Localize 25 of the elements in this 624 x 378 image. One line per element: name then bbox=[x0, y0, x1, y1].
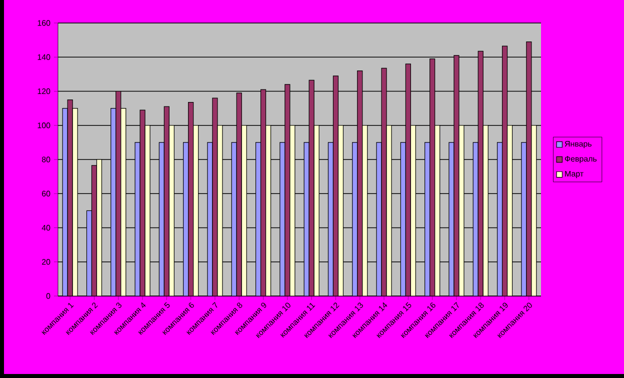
bar bbox=[362, 125, 368, 296]
bar bbox=[357, 70, 362, 296]
bar bbox=[478, 51, 484, 296]
bar bbox=[502, 46, 508, 296]
bar bbox=[266, 125, 271, 296]
bar bbox=[314, 125, 320, 296]
bar bbox=[406, 64, 411, 296]
bar bbox=[483, 125, 488, 296]
bar bbox=[110, 108, 116, 296]
bar bbox=[260, 90, 266, 296]
bar bbox=[193, 125, 198, 296]
bar bbox=[242, 125, 247, 296]
bar bbox=[507, 125, 512, 296]
bar bbox=[410, 125, 416, 296]
bar bbox=[164, 106, 170, 296]
bar bbox=[434, 125, 440, 296]
bar bbox=[333, 76, 338, 296]
bar bbox=[338, 125, 344, 296]
bar bbox=[236, 92, 242, 296]
bar bbox=[120, 108, 126, 296]
bar bbox=[116, 91, 121, 296]
bar bbox=[169, 125, 174, 296]
bar bbox=[188, 102, 194, 296]
bar bbox=[309, 80, 314, 296]
bar bbox=[430, 58, 435, 296]
